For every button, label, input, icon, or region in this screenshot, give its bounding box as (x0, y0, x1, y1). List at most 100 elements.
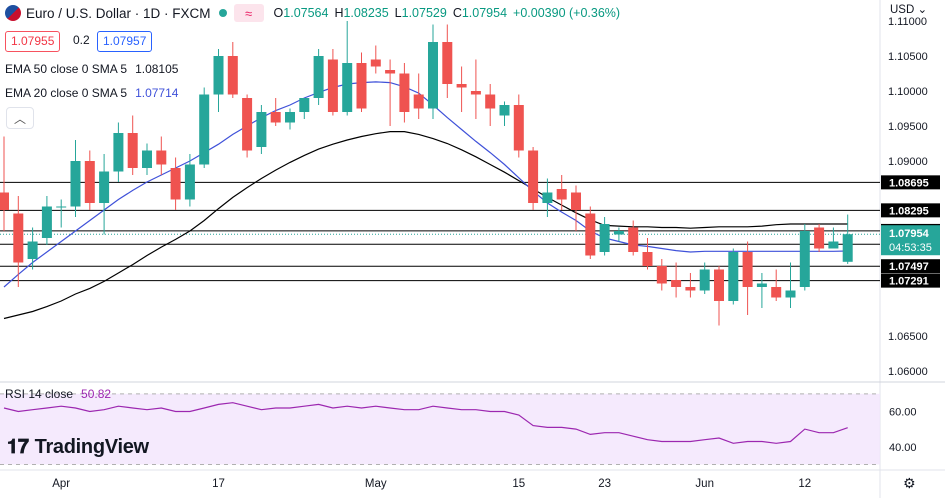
wave-indicator-icon[interactable]: ≈ (233, 4, 264, 22)
collapse-legend-button[interactable]: ︿ (6, 107, 34, 129)
level-label-box (881, 259, 940, 274)
price-tick-label: 1.06500 (888, 331, 928, 343)
level-label-0: 1.08695 (889, 177, 929, 189)
candle-body-40 (571, 192, 581, 210)
level-label-4: 1.07497 (889, 261, 929, 273)
candle-body-44 (628, 227, 639, 252)
price-tick-label: 1.10000 (888, 86, 928, 98)
candle-body-50 (714, 269, 724, 301)
candle-body-52 (742, 252, 753, 287)
sell-button[interactable]: 1.07955 (5, 31, 61, 52)
candle-body-47 (671, 280, 682, 287)
chevron-up-icon: ︿ (13, 111, 26, 126)
candle-body-16 (227, 56, 238, 95)
candle-body-20 (285, 112, 295, 123)
current-price-box (881, 225, 940, 256)
candle-body-51 (728, 252, 739, 301)
time-tick-label: 17 (212, 478, 225, 490)
candle-body-28 (399, 73, 410, 112)
candle-body-6 (84, 161, 95, 203)
low-value: L1.07529 (394, 6, 447, 20)
time-tick-label: 23 (598, 478, 611, 490)
time-tick-label: Apr (52, 478, 70, 490)
level-label-1: 1.08295 (889, 205, 929, 217)
price-tick-label: 1.09500 (888, 121, 928, 133)
tradingview-mark-icon: 𝟏𝟕 (7, 436, 29, 458)
rsi-band (0, 393, 880, 465)
candle-body-32 (456, 84, 467, 88)
candle-body-9 (127, 133, 138, 168)
time-tick-label: Jun (695, 478, 714, 490)
candle-body-42 (599, 224, 610, 252)
candle-body-4 (56, 206, 67, 208)
candle-body-43 (613, 231, 624, 235)
candle-body-58 (828, 241, 839, 249)
candle-body-37 (528, 150, 539, 203)
symbol-title[interactable]: Euro / U.S. Dollar · 1D · FXCM (26, 5, 211, 21)
chevron-down-icon: ⌄ (917, 4, 928, 16)
level-label-box (881, 175, 940, 190)
candle-body-14 (199, 94, 210, 165)
candle-body-11 (156, 150, 167, 165)
currency-selector[interactable]: USD ⌄ (890, 4, 928, 16)
candle-body-30 (428, 42, 438, 109)
ema20-legend[interactable]: EMA 20 close 0 SMA 5 1.07714 (5, 86, 179, 100)
candle-body-56 (799, 231, 810, 287)
candle-body-24 (342, 63, 353, 112)
rsi-line (3, 402, 848, 444)
time-tick-label: 15 (512, 478, 525, 490)
candle-body-22 (313, 56, 324, 98)
candle-body-15 (213, 56, 224, 95)
candle-body-46 (656, 266, 667, 284)
countdown-label: 04:53:35 (889, 242, 932, 254)
candle-body-5 (70, 161, 81, 207)
time-tick-label: 12 (798, 478, 811, 490)
candle-body-13 (184, 164, 195, 200)
change-value: +0.00390 (+0.36%) (513, 6, 621, 20)
high-value: H1.08235 (334, 6, 389, 20)
rsi-legend[interactable]: RSI 14 close 50.82 (5, 387, 112, 401)
buy-button[interactable]: 1.07957 (97, 31, 153, 52)
candle-body-8 (113, 133, 124, 172)
candle-body-35 (499, 105, 510, 116)
price-tick-label: 1.06000 (888, 366, 928, 378)
candle-body-25 (356, 63, 367, 109)
spread-value: 0.2 (73, 33, 90, 47)
rsi-tick-label: 40.00 (889, 442, 917, 454)
ema50-legend[interactable]: EMA 50 close 0 SMA 5 1.08105 (5, 62, 179, 76)
candle-body-7 (99, 171, 110, 203)
candle-body-31 (442, 42, 453, 84)
candle-body-59 (842, 234, 853, 262)
candle-body-41 (585, 213, 596, 256)
candle-body-23 (327, 59, 338, 112)
candle-body-39 (556, 189, 567, 200)
candle-body-26 (370, 59, 381, 67)
price-tick-label: 1.09000 (888, 156, 928, 168)
settings-gear-icon[interactable]: ⚙ (903, 475, 916, 491)
ema50-line (3, 131, 848, 320)
candle-body-55 (785, 290, 796, 298)
candle-body-34 (485, 94, 496, 109)
level-label-5: 1.07291 (889, 276, 929, 288)
price-tick-label: 1.10500 (888, 51, 928, 63)
candle-body-10 (142, 150, 152, 168)
candle-body-17 (242, 98, 253, 151)
candle-body-12 (170, 168, 181, 200)
candle-body-3 (41, 206, 52, 238)
ema20-line (3, 81, 848, 288)
eur-usd-flag-icon (5, 5, 21, 21)
candle-body-27 (385, 70, 396, 74)
candle-body-18 (256, 112, 267, 147)
level-label-box (881, 203, 940, 218)
open-value: O1.07564 (273, 6, 329, 20)
candle-body-0 (0, 192, 9, 210)
close-value: C1.07954 (452, 6, 508, 20)
symbol-header: Euro / U.S. Dollar · 1D · FXCM ≈ O1.0756… (0, 0, 626, 26)
price-tick-label: 1.11000 (888, 16, 927, 28)
candle-body-33 (470, 91, 481, 95)
tradingview-logo: 𝟏𝟕 TradingView (7, 436, 149, 458)
candle-body-49 (699, 269, 710, 291)
candle-body-54 (771, 287, 782, 298)
time-tick-label: May (365, 478, 387, 490)
